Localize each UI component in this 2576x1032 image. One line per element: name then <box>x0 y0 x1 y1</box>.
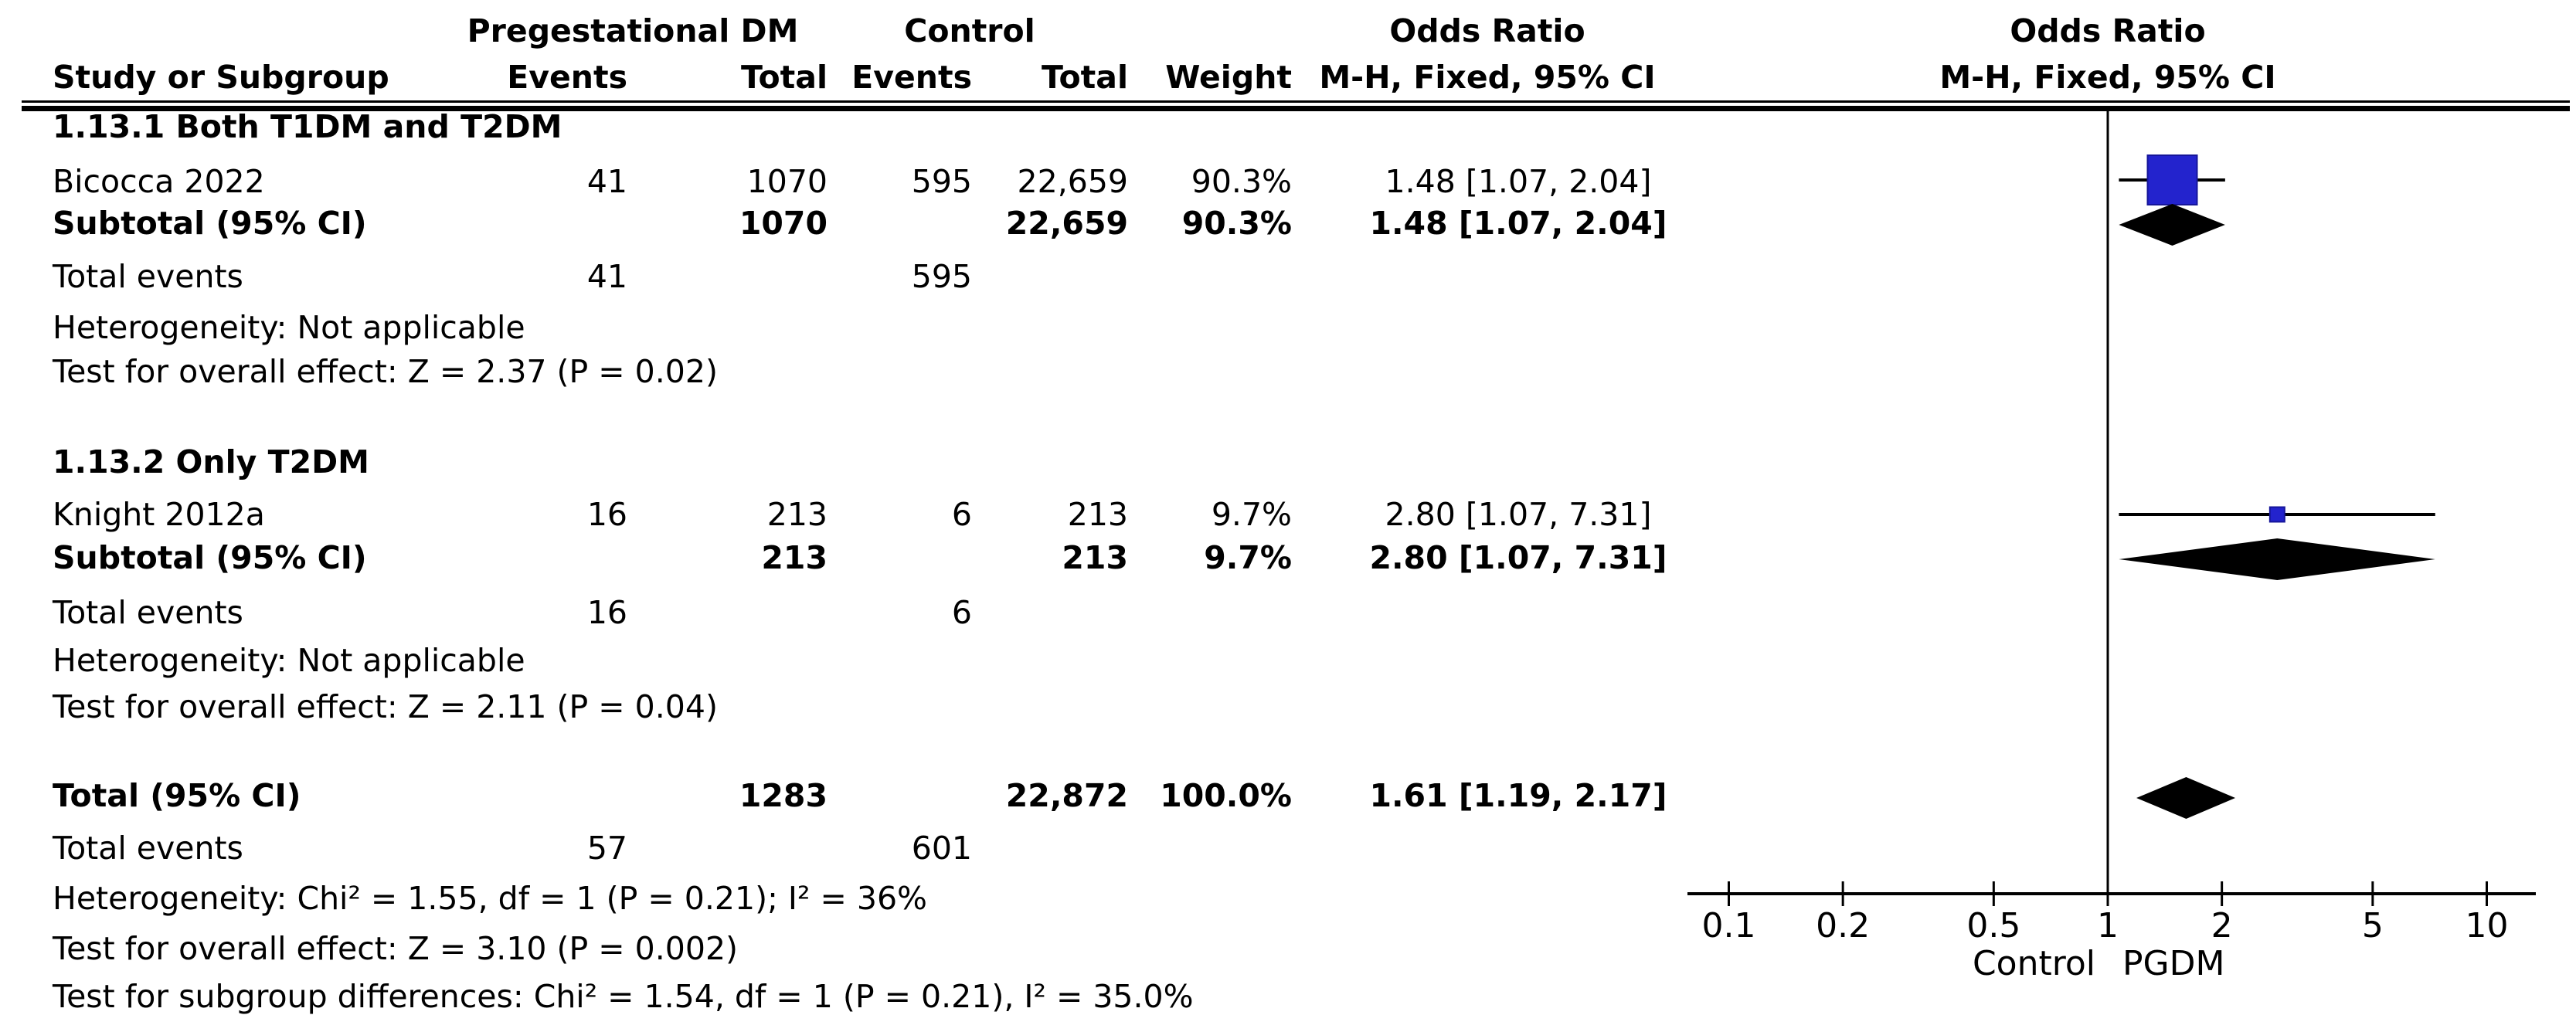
col-header-weight: Weight <box>1165 59 1292 96</box>
overall-effect-row: Test for overall effect: Z = 3.10 (P = 0… <box>0 927 2576 970</box>
study-total-dm: 213 <box>766 496 828 533</box>
subtotal-label: Subtotal (95% CI) <box>53 539 367 576</box>
heterogeneity-row: Heterogeneity: Chi² = 1.55, df = 1 (P = … <box>0 877 2576 920</box>
subtotal-weight: 9.7% <box>1204 539 1292 576</box>
overall-effect-text: Test for overall effect: Z = 2.37 (P = 0… <box>53 353 718 390</box>
col-header-total-control: Total <box>1041 59 1128 96</box>
overall-effect-row: Test for overall effect: Z = 2.37 (P = 0… <box>0 350 2576 393</box>
group-header-pregestational-dm: Pregestational DM <box>467 12 799 49</box>
subgroup-heading-label: 1.13.2 Only T2DM <box>53 443 369 480</box>
grand-total-label: Total (95% CI) <box>53 777 301 814</box>
study-events-dm: 41 <box>586 163 627 200</box>
header-rule-thick <box>22 106 2570 111</box>
study-total-control: 22,659 <box>1017 163 1128 200</box>
study-weight: 90.3% <box>1191 163 1292 200</box>
col-header-mh-fixed-ci-plot: M-H, Fixed, 95% CI <box>1939 59 2276 96</box>
subtotal-label: Subtotal (95% CI) <box>53 205 367 242</box>
group-header-control: Control <box>904 12 1035 49</box>
group-header-odds-ratio-text: Odds Ratio <box>1389 12 1585 49</box>
col-header-mh-fixed-ci: M-H, Fixed, 95% CI <box>1319 59 1656 96</box>
total-events-dm: 16 <box>586 594 627 631</box>
subtotal-total-control: 22,659 <box>1005 205 1128 242</box>
study-events-dm: 16 <box>586 496 627 533</box>
grand-total-or-ci: 1.61 [1.19, 2.17] <box>1369 777 1667 814</box>
subgroup-heading-label: 1.13.1 Both T1DM and T2DM <box>53 108 562 145</box>
col-header-study: Study or Subgroup <box>53 59 389 96</box>
heterogeneity-text: Heterogeneity: Not applicable <box>53 309 525 346</box>
total-events-row: Total events 41 595 <box>0 255 2576 298</box>
subgroup-heading: 1.13.1 Both T1DM and T2DM <box>0 105 2576 148</box>
column-header-row: Study or Subgroup Events Total Events To… <box>0 56 2576 99</box>
overall-effect-text: Test for overall effect: Z = 2.11 (P = 0… <box>53 688 718 725</box>
subtotal-total-dm: 1070 <box>739 205 828 242</box>
total-events-label: Total events <box>53 830 243 867</box>
group-header-odds-ratio-plot: Odds Ratio <box>2010 12 2206 49</box>
subgroup-differences-text: Test for subgroup differences: Chi² = 1.… <box>53 978 1194 1015</box>
total-events-row: Total events 57 601 <box>0 827 2576 870</box>
study-total-dm: 1070 <box>746 163 828 200</box>
study-name: Bicocca 2022 <box>53 163 265 200</box>
subtotal-or-ci: 2.80 [1.07, 7.31] <box>1369 539 1667 576</box>
heterogeneity-text: Heterogeneity: Chi² = 1.55, df = 1 (P = … <box>53 880 928 917</box>
subtotal-total-control: 213 <box>1062 539 1128 576</box>
overall-effect-text: Test for overall effect: Z = 3.10 (P = 0… <box>53 930 739 967</box>
study-name: Knight 2012a <box>53 496 265 533</box>
total-events-dm: 41 <box>586 258 627 295</box>
grand-total-row: Total (95% CI) 1283 22,872 100.0% 1.61 [… <box>0 774 2576 817</box>
subtotal-total-dm: 213 <box>761 539 828 576</box>
heterogeneity-row: Heterogeneity: Not applicable <box>0 306 2576 349</box>
group-header-row: Pregestational DM Control Odds Ratio Odd… <box>0 9 2576 53</box>
header-rule-thin <box>22 100 2570 103</box>
study-row: Bicocca 2022 41 1070 595 22,659 90.3% 1.… <box>0 160 2576 203</box>
study-events-control: 6 <box>951 496 972 533</box>
study-events-control: 595 <box>911 163 972 200</box>
subtotal-row: Subtotal (95% CI) 1070 22,659 90.3% 1.48… <box>0 202 2576 245</box>
overall-effect-row: Test for overall effect: Z = 2.11 (P = 0… <box>0 685 2576 728</box>
grand-total-control: 22,872 <box>1005 777 1128 814</box>
subtotal-weight: 90.3% <box>1181 205 1292 242</box>
col-header-events-dm: Events <box>507 59 627 96</box>
study-or-ci: 2.80 [1.07, 7.31] <box>1385 496 1652 533</box>
total-events-label: Total events <box>53 594 243 631</box>
grand-total-dm: 1283 <box>739 777 828 814</box>
total-events-control: 595 <box>911 258 972 295</box>
col-header-events-control: Events <box>851 59 972 96</box>
study-or-ci: 1.48 [1.07, 2.04] <box>1385 163 1652 200</box>
study-weight: 9.7% <box>1211 496 1292 533</box>
study-total-control: 213 <box>1067 496 1128 533</box>
grand-total-weight: 100.0% <box>1160 777 1292 814</box>
total-events-label: Total events <box>53 258 243 295</box>
col-header-total-dm: Total <box>740 59 828 96</box>
subtotal-row: Subtotal (95% CI) 213 213 9.7% 2.80 [1.0… <box>0 536 2576 579</box>
total-events-control: 601 <box>911 830 972 867</box>
subtotal-or-ci: 1.48 [1.07, 2.04] <box>1369 205 1667 242</box>
subgroup-heading: 1.13.2 Only T2DM <box>0 440 2576 484</box>
study-row: Knight 2012a 16 213 6 213 9.7% 2.80 [1.0… <box>0 493 2576 536</box>
total-events-row: Total events 16 6 <box>0 591 2576 634</box>
heterogeneity-text: Heterogeneity: Not applicable <box>53 642 525 679</box>
heterogeneity-row: Heterogeneity: Not applicable <box>0 639 2576 682</box>
total-events-dm: 57 <box>586 830 627 867</box>
total-events-control: 6 <box>951 594 972 631</box>
subgroup-differences-row: Test for subgroup differences: Chi² = 1.… <box>0 975 2576 1018</box>
